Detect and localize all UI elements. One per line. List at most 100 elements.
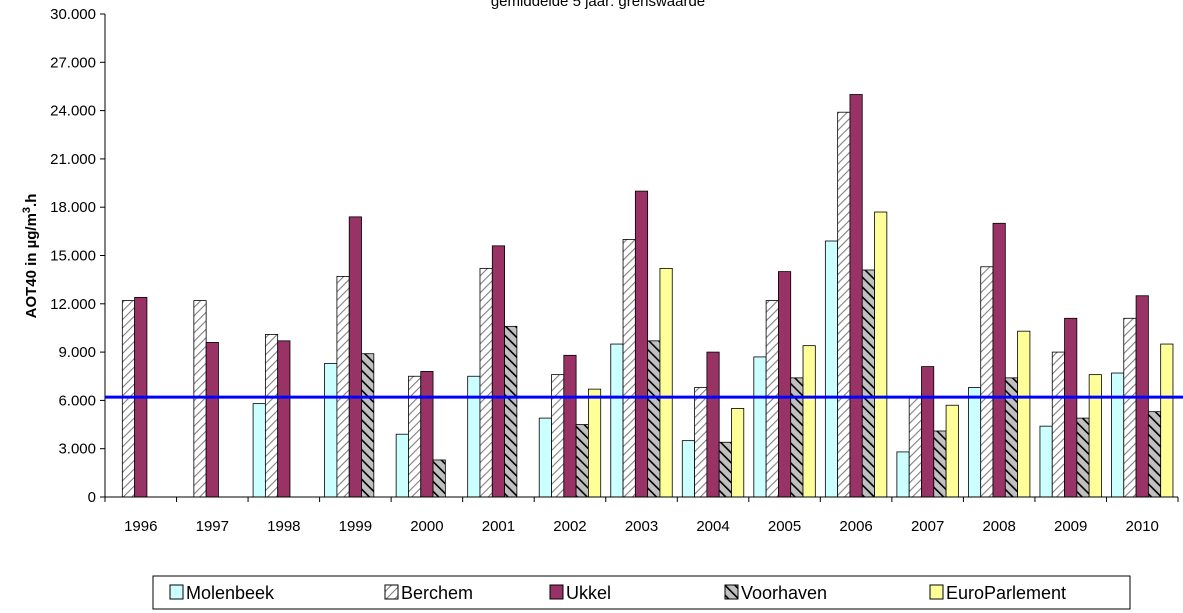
- y-axis-title: AOT40 in µg/m3.h: [21, 194, 40, 319]
- bar-berchem-1996: [121, 300, 136, 498]
- x-tick-label: 2007: [911, 518, 944, 535]
- bar-molenbeek-2005: [753, 356, 767, 498]
- bar-molenbeek-2001: [467, 375, 481, 498]
- bar-voorhaven-2002: [575, 424, 589, 498]
- bar-molenbeek-1999: [324, 362, 338, 498]
- bar-europarlement-2008: [1017, 330, 1031, 498]
- bar-europarlement-2007: [945, 404, 959, 498]
- y-tick-label: 12.000: [50, 296, 96, 313]
- bar-ukkel-2002: [563, 354, 577, 498]
- bar-ukkel-2003: [634, 190, 649, 498]
- bar-berchem-2003: [622, 238, 636, 498]
- x-tick-label: 1998: [267, 518, 300, 535]
- legend-swatch-ukkel: [549, 584, 564, 600]
- bar-berchem-2009: [1051, 351, 1065, 498]
- bar-europarlement-2003: [659, 267, 673, 498]
- legend-swatch-voorhaven: [724, 584, 739, 600]
- bar-europarlement-2006: [874, 211, 888, 498]
- y-tick-label: 18.000: [50, 199, 96, 216]
- legend-swatch-europarlement: [929, 584, 944, 600]
- bar-molenbeek-2002: [538, 417, 552, 498]
- legend-box: [152, 575, 1131, 610]
- y-tick-label: 24.000: [50, 103, 96, 120]
- bar-molenbeek-2000: [395, 433, 409, 498]
- bar-voorhaven-2001: [504, 325, 518, 498]
- bar-voorhaven-2003: [647, 340, 661, 498]
- bar-ukkel-1998: [277, 340, 291, 498]
- bar-europarlement-2002: [588, 388, 602, 498]
- bar-ukkel-2001: [491, 245, 505, 498]
- y-tick-label: 3.000: [58, 441, 96, 458]
- bar-berchem-2004: [694, 387, 708, 498]
- bar-voorhaven-2004: [718, 441, 732, 498]
- bar-molenbeek-2007: [896, 451, 910, 498]
- legend-label-europarlement: EuroParlement: [946, 583, 1066, 603]
- bar-berchem-1998: [264, 333, 279, 498]
- x-tick-label: 2004: [696, 518, 729, 535]
- y-tick-label: 6.000: [58, 392, 96, 409]
- bar-europarlement-2009: [1088, 374, 1102, 498]
- bar-voorhaven-2006: [861, 269, 875, 498]
- legend-swatch-molenbeek: [169, 584, 184, 600]
- y-tick-label: 21.000: [50, 151, 96, 168]
- legend-label-ukkel: Ukkel: [566, 583, 611, 603]
- bar-ukkel-2000: [420, 371, 434, 498]
- legend: Molenbeek Berchem Ukkel Voorhaven EuroParlem…: [152, 575, 1131, 610]
- y-tick-label: 27.000: [50, 54, 96, 71]
- x-tick-labels: 1996 1997 1998 1999 2000 2001 2002 2003 2004 2005…: [124, 518, 1159, 535]
- bar-ukkel-2007: [921, 366, 935, 498]
- bar-europarlement-2005: [802, 345, 816, 498]
- bar-berchem-2000: [408, 375, 422, 498]
- bar-molenbeek-2010: [1111, 372, 1125, 498]
- bar-berchem-2007: [908, 396, 922, 498]
- x-tick-label: 2008: [982, 518, 1015, 535]
- x-tick-label: 1996: [124, 518, 157, 535]
- x-tick-label: 2003: [625, 518, 658, 535]
- bar-voorhaven-2000: [432, 459, 446, 498]
- y-tick-label: 9.000: [58, 344, 96, 361]
- x-tick-label: 2002: [553, 518, 586, 535]
- bar-voorhaven-2010: [1147, 411, 1162, 498]
- bar-molenbeek-2006: [824, 240, 839, 498]
- bar-berchem-1997: [193, 300, 207, 498]
- bar-berchem-2006: [837, 111, 851, 498]
- bar-berchem-2005: [765, 300, 779, 498]
- bar-molenbeek-2009: [1039, 425, 1053, 498]
- y-tick-labels: 0 3.000 6.000 9.000 12.000 15.000 18.000 21.000…: [50, 6, 96, 506]
- bar-ukkel-2004: [706, 351, 720, 498]
- bar-voorhaven-2009: [1076, 417, 1090, 498]
- bar-voorhaven-1999: [361, 353, 375, 498]
- legend-label-molenbeek: Molenbeek: [186, 583, 275, 603]
- bar-ukkel-2006: [849, 94, 863, 498]
- x-tick-label: 2001: [482, 518, 515, 535]
- bar-molenbeek-2003: [610, 343, 624, 498]
- bar-molenbeek-2004: [681, 440, 695, 498]
- bar-berchem-2001: [479, 267, 493, 498]
- bar-ukkel-1999: [348, 216, 362, 498]
- bar-molenbeek-2008: [968, 387, 982, 498]
- bar-ukkel-2008: [992, 222, 1006, 498]
- axes: [100, 13, 1179, 502]
- bar-berchem-1999: [336, 276, 350, 498]
- legend-label-voorhaven: Voorhaven: [741, 583, 827, 603]
- x-tick-label: 1999: [339, 518, 372, 535]
- chart-title: gemiddelde 5 jaar: grenswaarde: [491, 0, 705, 10]
- y-tick-label: 30.000: [50, 6, 96, 23]
- legend-swatch-berchem: [384, 584, 399, 600]
- y-tick-label: 15.000: [50, 248, 96, 265]
- legend-label-berchem: Berchem: [401, 583, 473, 603]
- bar-europarlement-2010: [1160, 343, 1174, 498]
- x-tick-label: 2009: [1054, 518, 1087, 535]
- bar-berchem-2002: [551, 374, 565, 498]
- bar-berchem-2008: [980, 266, 994, 498]
- bar-voorhaven-2007: [933, 430, 947, 498]
- bar-europarlement-2004: [731, 408, 745, 498]
- bar-berchem-2010: [1123, 317, 1137, 498]
- x-tick-label: 1997: [196, 518, 229, 535]
- x-tick-label: 2005: [768, 518, 801, 535]
- x-tick-label: 2000: [410, 518, 443, 535]
- bar-ukkel-2009: [1064, 317, 1078, 498]
- x-tick-label: 2010: [1126, 518, 1159, 535]
